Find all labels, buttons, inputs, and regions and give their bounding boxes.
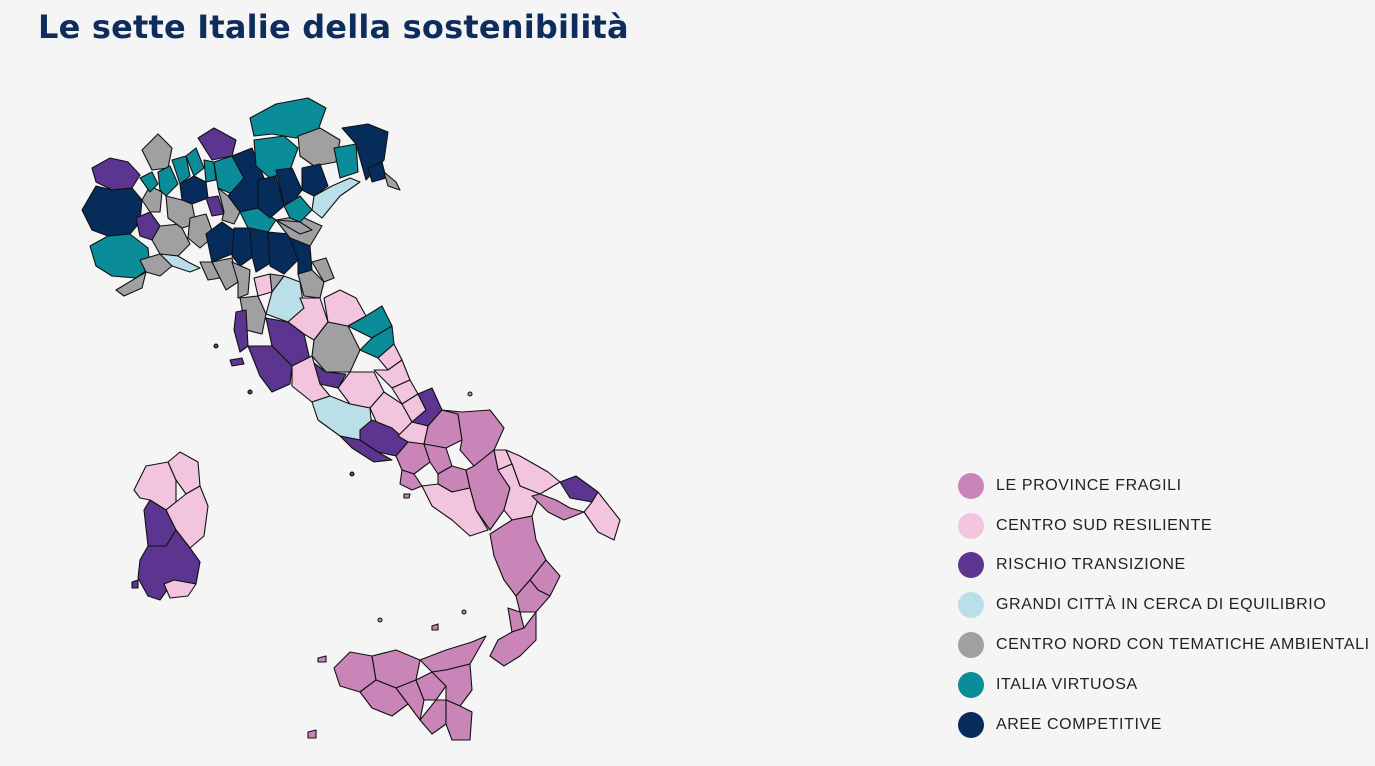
province-massa[interactable] [211,257,239,291]
island-pantelleria [307,729,317,739]
province-ancona[interactable] [347,305,393,339]
province-sondrio[interactable] [197,127,237,161]
province-sud-sardegna[interactable] [137,529,201,601]
province-rovigo[interactable] [275,219,313,235]
legend-item[interactable]: ITALIA VIRTUOSA [958,665,1370,705]
province-padova[interactable] [283,195,313,223]
province-messina[interactable] [419,635,487,673]
page-title: Le sette Italie della sostenibilità [38,8,629,46]
province-varese[interactable] [171,155,191,185]
province-arezzo[interactable] [287,297,329,341]
island-ustica [377,617,383,623]
island-ponza [349,471,355,477]
island-eolie [431,623,439,631]
province-brindisi[interactable] [559,475,599,503]
province-cagliari[interactable] [163,579,197,599]
legend-swatch [958,512,984,539]
province-grosseto[interactable] [247,345,293,393]
province-taranto[interactable] [531,493,585,521]
island-egadi [317,655,327,663]
legend-item[interactable]: GRANDI CITTÀ IN CERCA DI EQUILIBRIO [958,585,1370,625]
legend-label: AREE COMPETITIVE [996,715,1163,733]
province-trieste[interactable] [383,171,401,191]
province-reggio-calabria[interactable] [489,611,537,667]
island-giglio [247,389,253,395]
province-torino[interactable] [81,185,143,237]
legend-label: ITALIA VIRTUOSA [996,675,1138,693]
legend-item[interactable]: RISCHIO TRANSIZIONE [958,546,1370,586]
legend-label: GRANDI CITTÀ IN CERCA DI EQUILIBRIO [996,596,1327,614]
province-aosta[interactable] [91,157,141,191]
island-lipari [461,609,467,615]
legend-swatch [958,552,984,579]
legend: LE PROVINCE FRAGILI CENTRO SUD RESILIENT… [958,466,1370,745]
italy-provinces-map [81,97,621,741]
province-ragusa[interactable] [419,699,447,735]
province-forli[interactable] [297,269,325,299]
island-capri [403,493,411,499]
province-savona[interactable] [139,253,173,277]
legend-item[interactable]: CENTRO NORD CON TEMATICHE AMBIENTALI [958,625,1370,665]
province-cuneo[interactable] [89,233,151,279]
legend-label: CENTRO NORD CON TEMATICHE AMBIENTALI [996,636,1370,654]
legend-label: RISCHIO TRANSIZIONE [996,556,1186,574]
province-lecce[interactable] [583,491,621,541]
province-belluno[interactable] [297,127,341,167]
province-ascoli[interactable] [373,359,411,389]
province-modena[interactable] [249,227,273,273]
province-catania[interactable] [431,663,473,707]
legend-swatch [958,671,984,698]
province-siracusa[interactable] [445,699,473,741]
legend-item[interactable]: LE PROVINCE FRAGILI [958,466,1370,506]
legend-item[interactable]: AREE COMPETITIVE [958,705,1370,745]
province-livorno[interactable] [233,309,249,353]
province-vco[interactable] [141,133,173,171]
province-verona[interactable] [257,175,285,219]
province-pistoia[interactable] [253,273,273,297]
province-lucca[interactable] [231,261,251,299]
province-cremona[interactable] [217,187,241,225]
province-imperia[interactable] [115,271,147,297]
province-rimini[interactable] [311,257,335,283]
province-pordenone[interactable] [333,143,359,179]
legend-item[interactable]: CENTRO SUD RESILIENTE [958,506,1370,546]
legend-label: LE PROVINCE FRAGILI [996,476,1182,494]
island-gorgona [213,343,219,349]
legend-swatch [958,472,984,499]
legend-swatch [958,711,984,738]
province-reggio[interactable] [231,227,255,267]
province-lecco[interactable] [203,159,217,183]
island-tremiti [467,391,473,397]
legend-swatch [958,592,984,619]
province-como[interactable] [185,147,205,177]
island-elba [229,357,245,367]
province-caltanissetta[interactable] [395,679,425,721]
province-salerno[interactable] [421,483,489,537]
province-macerata[interactable] [359,325,395,359]
legend-swatch [958,632,984,659]
legend-label: CENTRO SUD RESILIENTE [996,516,1213,534]
province-novara[interactable] [157,165,179,197]
province-treviso[interactable] [301,163,329,197]
province-napoli[interactable] [399,469,423,491]
island-carloforte [131,579,139,589]
province-biella[interactable] [139,171,159,193]
province-venezia[interactable] [311,177,361,219]
